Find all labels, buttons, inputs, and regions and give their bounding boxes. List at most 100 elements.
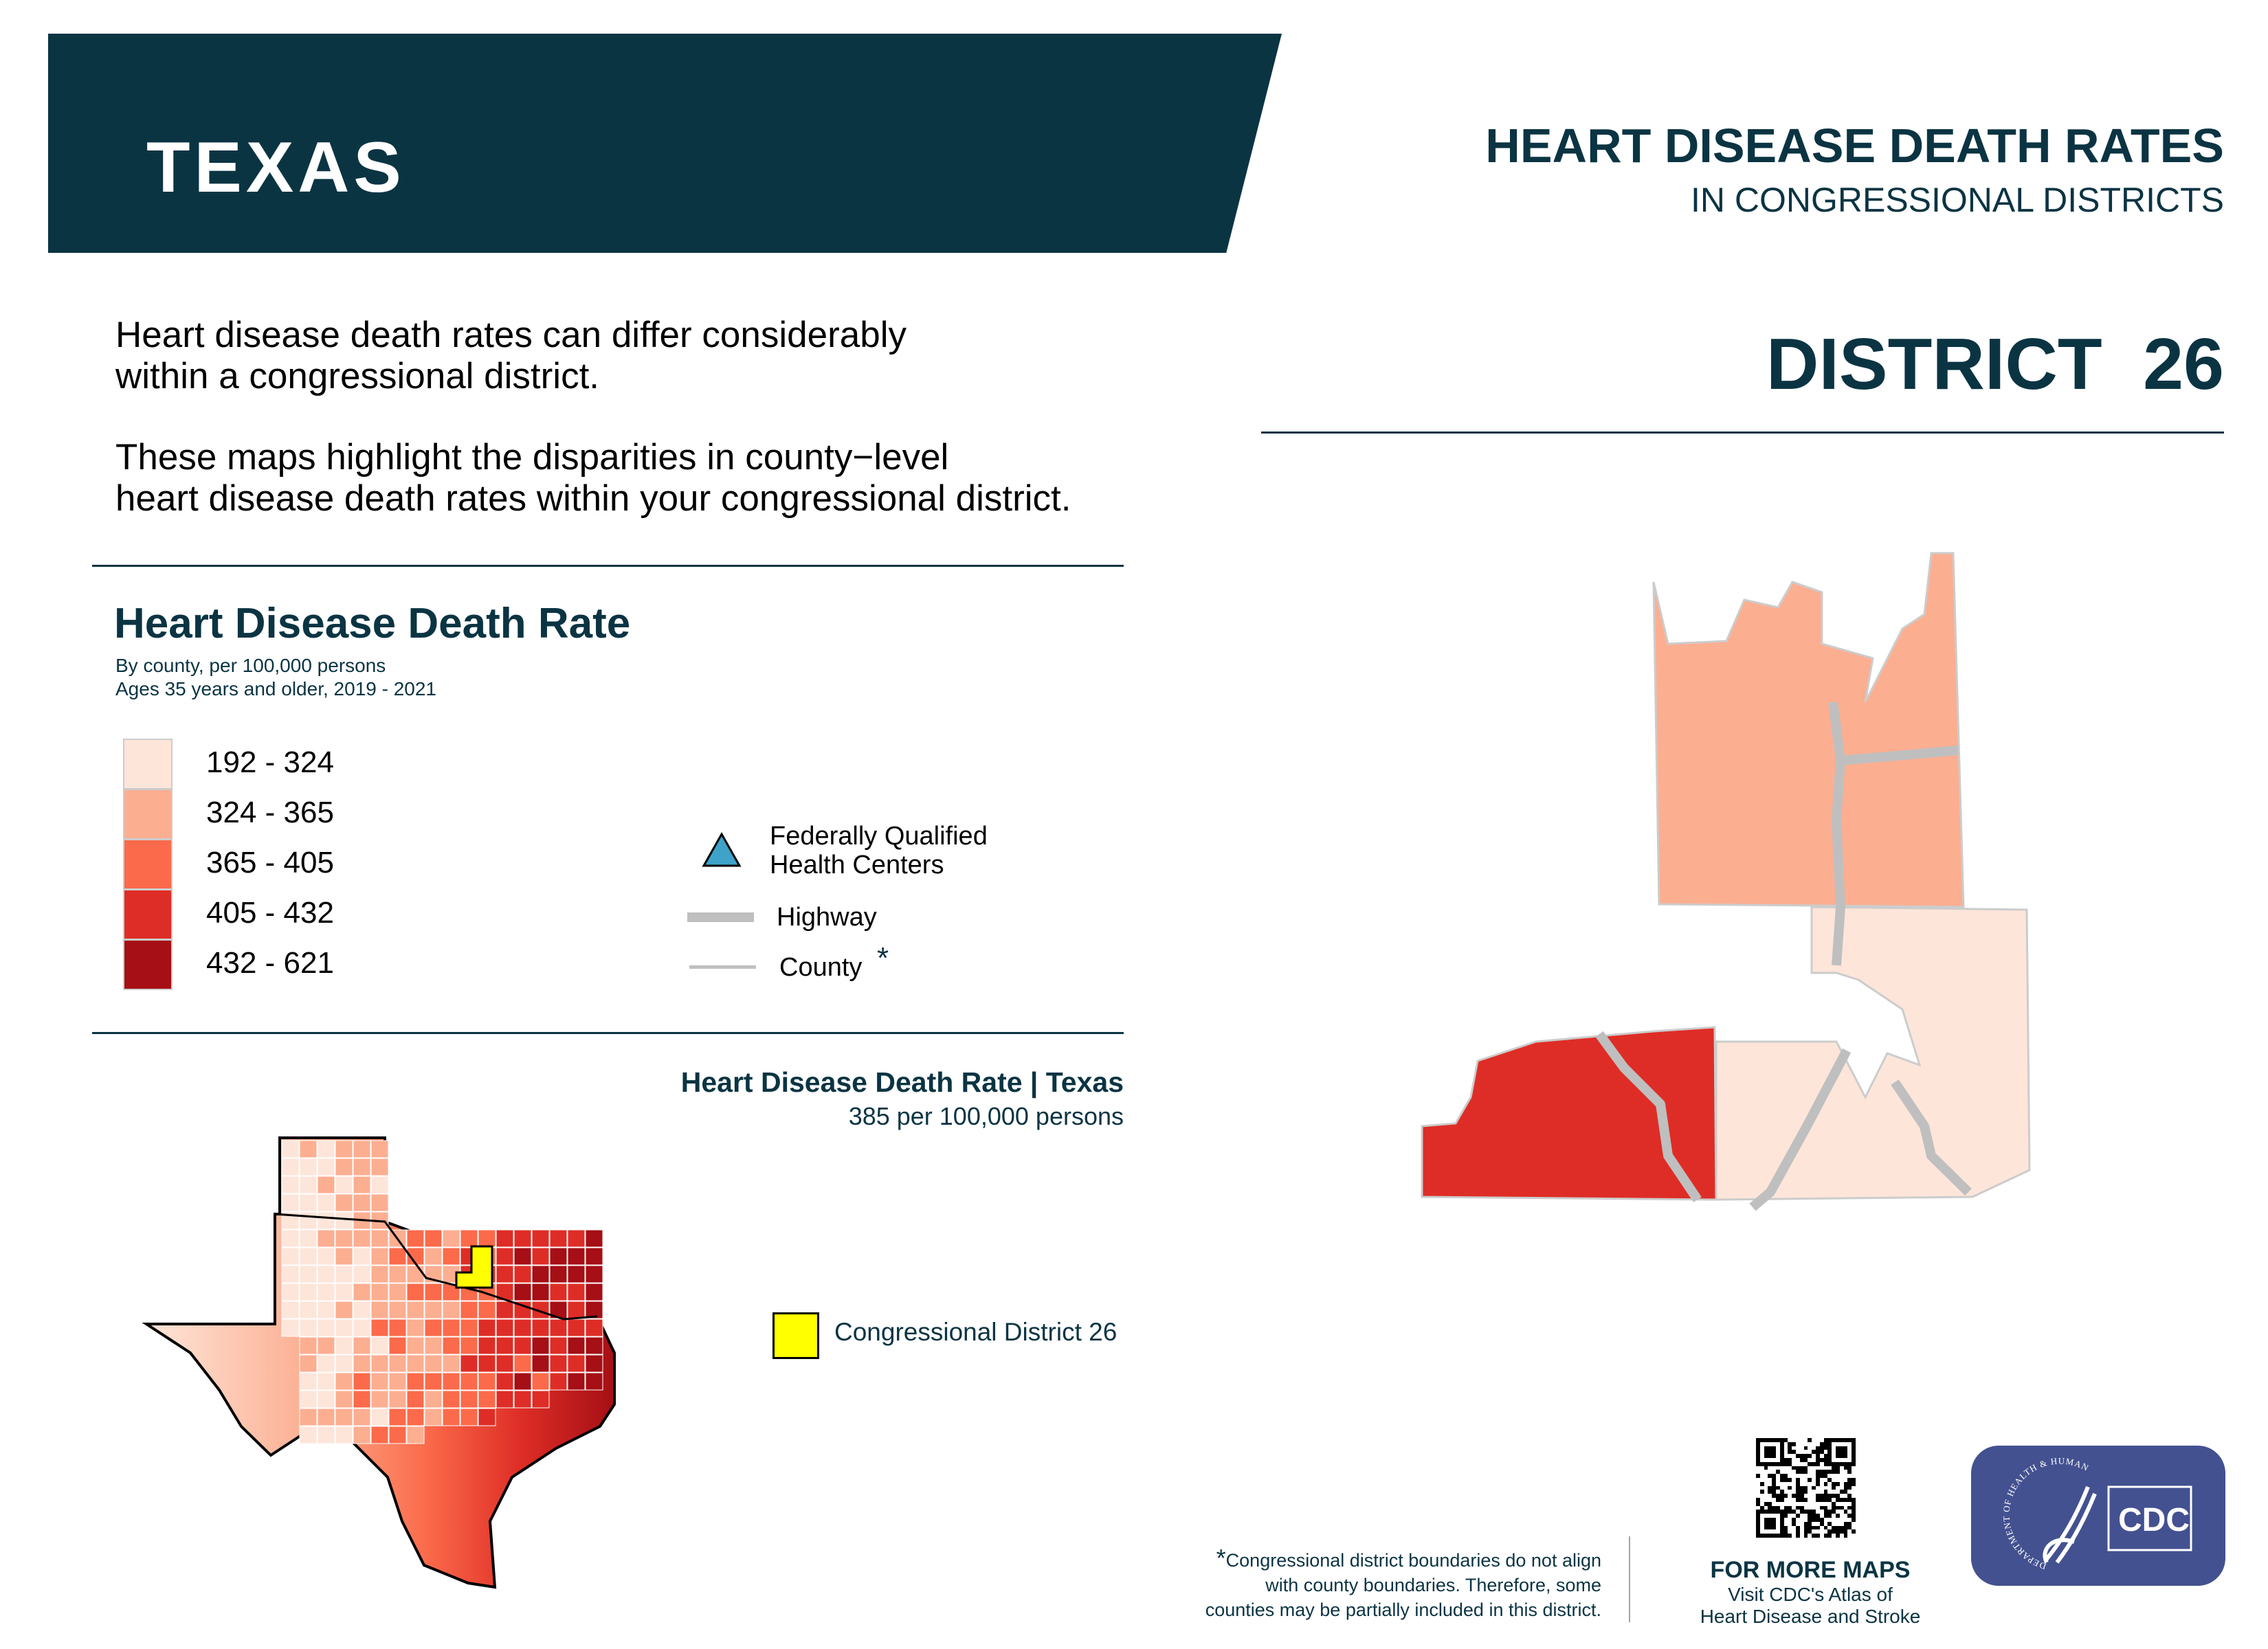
county-cell xyxy=(370,1140,389,1158)
qr-cell xyxy=(1852,1525,1856,1530)
county-cell xyxy=(424,1229,443,1248)
county-cell xyxy=(531,1283,550,1301)
qr-cell xyxy=(1839,1494,1844,1498)
highway xyxy=(1840,745,1959,765)
county-cell xyxy=(567,1283,586,1301)
qr-cell xyxy=(1827,1494,1832,1498)
qr-cell xyxy=(1839,1529,1844,1534)
county-cell xyxy=(460,1408,478,1426)
qr-cell xyxy=(1832,1457,1836,1462)
qr-cell xyxy=(1836,1481,1840,1486)
county-cell xyxy=(299,1229,318,1248)
qr-cell xyxy=(1776,1470,1780,1474)
qr-cell xyxy=(1812,1521,1816,1526)
qr-cell xyxy=(1788,1501,1792,1506)
qr-cell xyxy=(1816,1481,1820,1486)
qr-cell xyxy=(1768,1461,1772,1466)
qr-cell xyxy=(1799,1505,1804,1510)
qr-cell xyxy=(1816,1510,1820,1514)
qr-cell xyxy=(1756,1446,1760,1450)
county-cell xyxy=(406,1229,425,1248)
qr-cell xyxy=(1852,1450,1856,1455)
qr-cell xyxy=(1832,1534,1836,1538)
county-cell xyxy=(496,1229,514,1248)
county-cell xyxy=(299,1336,318,1355)
footnote-line: *Congressional district boundaries do no… xyxy=(1205,1546,1601,1573)
qr-cell xyxy=(1843,1514,1848,1518)
qr-cell xyxy=(1819,1501,1824,1506)
county-cell xyxy=(370,1319,389,1337)
qr-cell xyxy=(1852,1505,1856,1510)
qr-cell xyxy=(1783,1474,1788,1478)
qr-cell xyxy=(1812,1529,1816,1534)
qr-cell xyxy=(1819,1534,1824,1538)
more-maps-link[interactable]: FOR MORE MAPS Visit CDC's Atlas of Heart… xyxy=(1673,1557,1948,1628)
qr-cell xyxy=(1843,1474,1848,1478)
more-maps-title: FOR MORE MAPS xyxy=(1710,1557,1911,1583)
qr-cell xyxy=(1847,1454,1852,1458)
qr-cell xyxy=(1827,1490,1832,1494)
qr-cell xyxy=(1816,1497,1820,1502)
qr-cell xyxy=(1808,1457,1812,1462)
qr-cell xyxy=(1799,1442,1804,1446)
qr-cell xyxy=(1819,1450,1824,1455)
qr-cell xyxy=(1792,1517,1796,1522)
qr-cell xyxy=(1792,1474,1796,1478)
county-cell xyxy=(388,1426,407,1444)
qr-cell xyxy=(1764,1514,1768,1518)
qr-cell xyxy=(1852,1481,1856,1486)
qr-cell xyxy=(1816,1521,1820,1526)
county-cell xyxy=(281,1176,300,1194)
qr-cell xyxy=(1756,1521,1760,1526)
qr-cell xyxy=(1779,1438,1784,1442)
qr-cell xyxy=(1823,1457,1828,1462)
qr-cell xyxy=(1819,1442,1824,1446)
qr-cell xyxy=(1832,1501,1836,1506)
asterisk: * xyxy=(1216,1544,1226,1572)
qr-cell xyxy=(1799,1446,1804,1450)
qr-cell xyxy=(1819,1525,1824,1530)
qr-cell xyxy=(1852,1438,1856,1442)
county-cell xyxy=(299,1176,318,1194)
qr-cell xyxy=(1788,1466,1792,1470)
county-cell xyxy=(460,1229,478,1248)
qr-cell xyxy=(1812,1485,1816,1490)
qr-cell xyxy=(1759,1442,1764,1446)
qr-cell xyxy=(1799,1529,1804,1534)
qr-cell xyxy=(1843,1470,1848,1474)
qr-cell xyxy=(1839,1446,1844,1450)
qr-cell xyxy=(1816,1501,1820,1506)
qr-cell xyxy=(1839,1514,1844,1518)
qr-cell xyxy=(1808,1510,1812,1514)
qr-cell xyxy=(1783,1485,1788,1490)
qr-cell xyxy=(1768,1525,1772,1530)
qr-cell xyxy=(1776,1442,1780,1446)
county-cell xyxy=(424,1265,443,1283)
qr-cell xyxy=(1792,1529,1796,1534)
county-cell xyxy=(496,1354,514,1373)
qr-cell xyxy=(1839,1450,1844,1455)
qr-code[interactable] xyxy=(1756,1438,1856,1538)
qr-cell xyxy=(1803,1446,1808,1450)
qr-cell xyxy=(1808,1534,1812,1538)
qr-cell xyxy=(1803,1517,1808,1522)
qr-cell xyxy=(1832,1505,1836,1510)
qr-cell xyxy=(1803,1470,1808,1474)
county-cell xyxy=(478,1229,496,1248)
qr-cell xyxy=(1847,1514,1852,1518)
county-cell xyxy=(442,1319,460,1337)
qr-cell xyxy=(1764,1450,1768,1455)
county-cell xyxy=(460,1372,478,1391)
county-cell xyxy=(513,1283,532,1301)
qr-cell xyxy=(1783,1517,1788,1522)
qr-cell xyxy=(1852,1514,1856,1518)
county-cell xyxy=(281,1193,300,1212)
qr-cell xyxy=(1759,1525,1764,1530)
qr-cell xyxy=(1779,1470,1784,1474)
hhs-seal-text: DEPARTMENT OF HEALTH & HUMAN SERVICES·US… xyxy=(1971,1446,2094,1572)
qr-cell xyxy=(1816,1461,1820,1466)
qr-cell xyxy=(1779,1517,1784,1522)
legend-subtitle: Ages 35 years and older, 2019 - 2021 xyxy=(115,678,437,699)
qr-cell xyxy=(1779,1497,1784,1502)
qr-cell xyxy=(1768,1438,1772,1442)
